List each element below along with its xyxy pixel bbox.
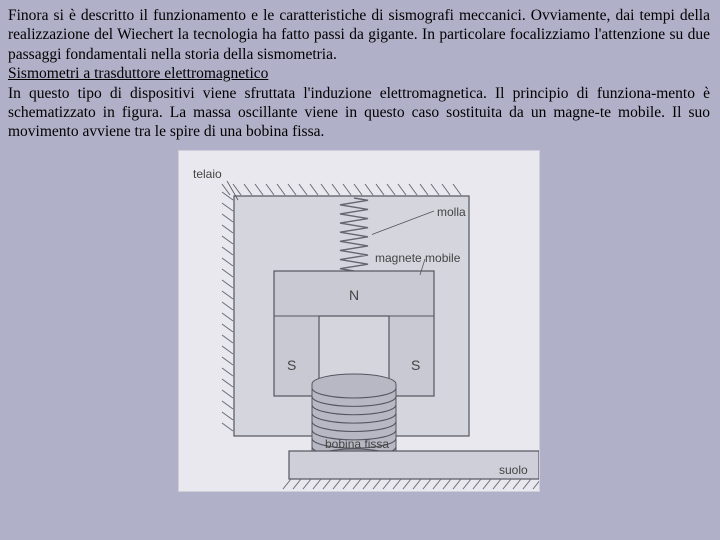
label-telaio: telaio xyxy=(193,167,222,182)
figure-container: telaio molla magnete mobile bobina fissa… xyxy=(8,150,710,497)
label-magnete-mobile: magnete mobile xyxy=(375,251,460,266)
label-bobina-fissa: bobina fissa xyxy=(325,437,389,452)
label-S-right: S xyxy=(411,357,420,375)
paragraph-1: Finora si è descritto il funzionamento e… xyxy=(8,6,710,64)
label-suolo: suolo xyxy=(499,463,528,478)
label-molla: molla xyxy=(437,205,466,220)
section-subheading: Sismometri a trasduttore elettromagnetic… xyxy=(8,64,710,83)
label-N: N xyxy=(349,287,359,305)
label-S-left: S xyxy=(287,357,296,375)
page: Finora si è descritto il funzionamento e… xyxy=(0,0,720,497)
seismometer-diagram: telaio molla magnete mobile bobina fissa… xyxy=(178,150,540,492)
paragraph-2: In questo tipo di dispositivi viene sfru… xyxy=(8,84,710,142)
